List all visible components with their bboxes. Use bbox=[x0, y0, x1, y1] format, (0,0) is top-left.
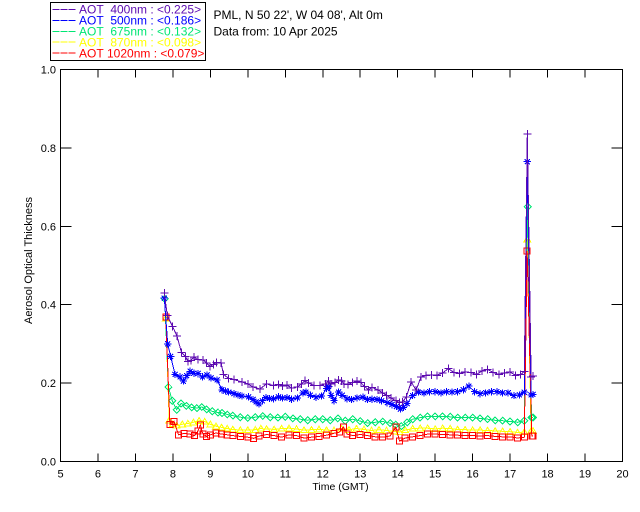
svg-text:18: 18 bbox=[541, 469, 553, 481]
svg-text:AOT 675nm : <0.132>: AOT 675nm : <0.132> bbox=[79, 25, 201, 39]
svg-text:11: 11 bbox=[280, 469, 291, 481]
svg-text:5: 5 bbox=[57, 469, 63, 481]
svg-text:20: 20 bbox=[616, 469, 628, 481]
svg-text:Time (GMT): Time (GMT) bbox=[312, 481, 368, 493]
svg-text:0.8: 0.8 bbox=[41, 143, 56, 155]
svg-text:10: 10 bbox=[242, 469, 254, 481]
svg-text:0.6: 0.6 bbox=[41, 221, 56, 233]
svg-text:15: 15 bbox=[429, 469, 441, 481]
svg-text:16: 16 bbox=[467, 469, 479, 481]
svg-text:PML, N 50 22', W 04 08', Alt 0: PML, N 50 22', W 04 08', Alt 0m bbox=[214, 8, 383, 22]
svg-text:AOT 870nm : <0.098>: AOT 870nm : <0.098> bbox=[79, 35, 201, 49]
svg-text:17: 17 bbox=[504, 469, 516, 481]
svg-text:1.0: 1.0 bbox=[41, 65, 56, 77]
svg-text:6: 6 bbox=[95, 469, 101, 481]
svg-text:0.2: 0.2 bbox=[41, 378, 56, 390]
svg-text:AOT 400nm : <0.225>: AOT 400nm : <0.225> bbox=[79, 3, 201, 17]
svg-text:14: 14 bbox=[392, 469, 404, 481]
svg-text:19: 19 bbox=[579, 469, 591, 481]
svg-text:7: 7 bbox=[132, 469, 138, 481]
svg-text:12: 12 bbox=[317, 469, 329, 481]
svg-text:Data from: 10 Apr 2025: Data from: 10 Apr 2025 bbox=[214, 24, 338, 38]
svg-text:0.4: 0.4 bbox=[41, 300, 56, 312]
svg-text:0.0: 0.0 bbox=[41, 457, 56, 469]
svg-text:13: 13 bbox=[354, 469, 366, 481]
svg-text:Aerosol Optical Thickness: Aerosol Optical Thickness bbox=[23, 197, 35, 324]
svg-text:8: 8 bbox=[170, 469, 176, 481]
svg-text:AOT 500nm : <0.186>: AOT 500nm : <0.186> bbox=[79, 14, 201, 28]
svg-text:9: 9 bbox=[207, 469, 213, 481]
svg-text:AOT 1020nm : <0.079>: AOT 1020nm : <0.079> bbox=[79, 46, 204, 60]
